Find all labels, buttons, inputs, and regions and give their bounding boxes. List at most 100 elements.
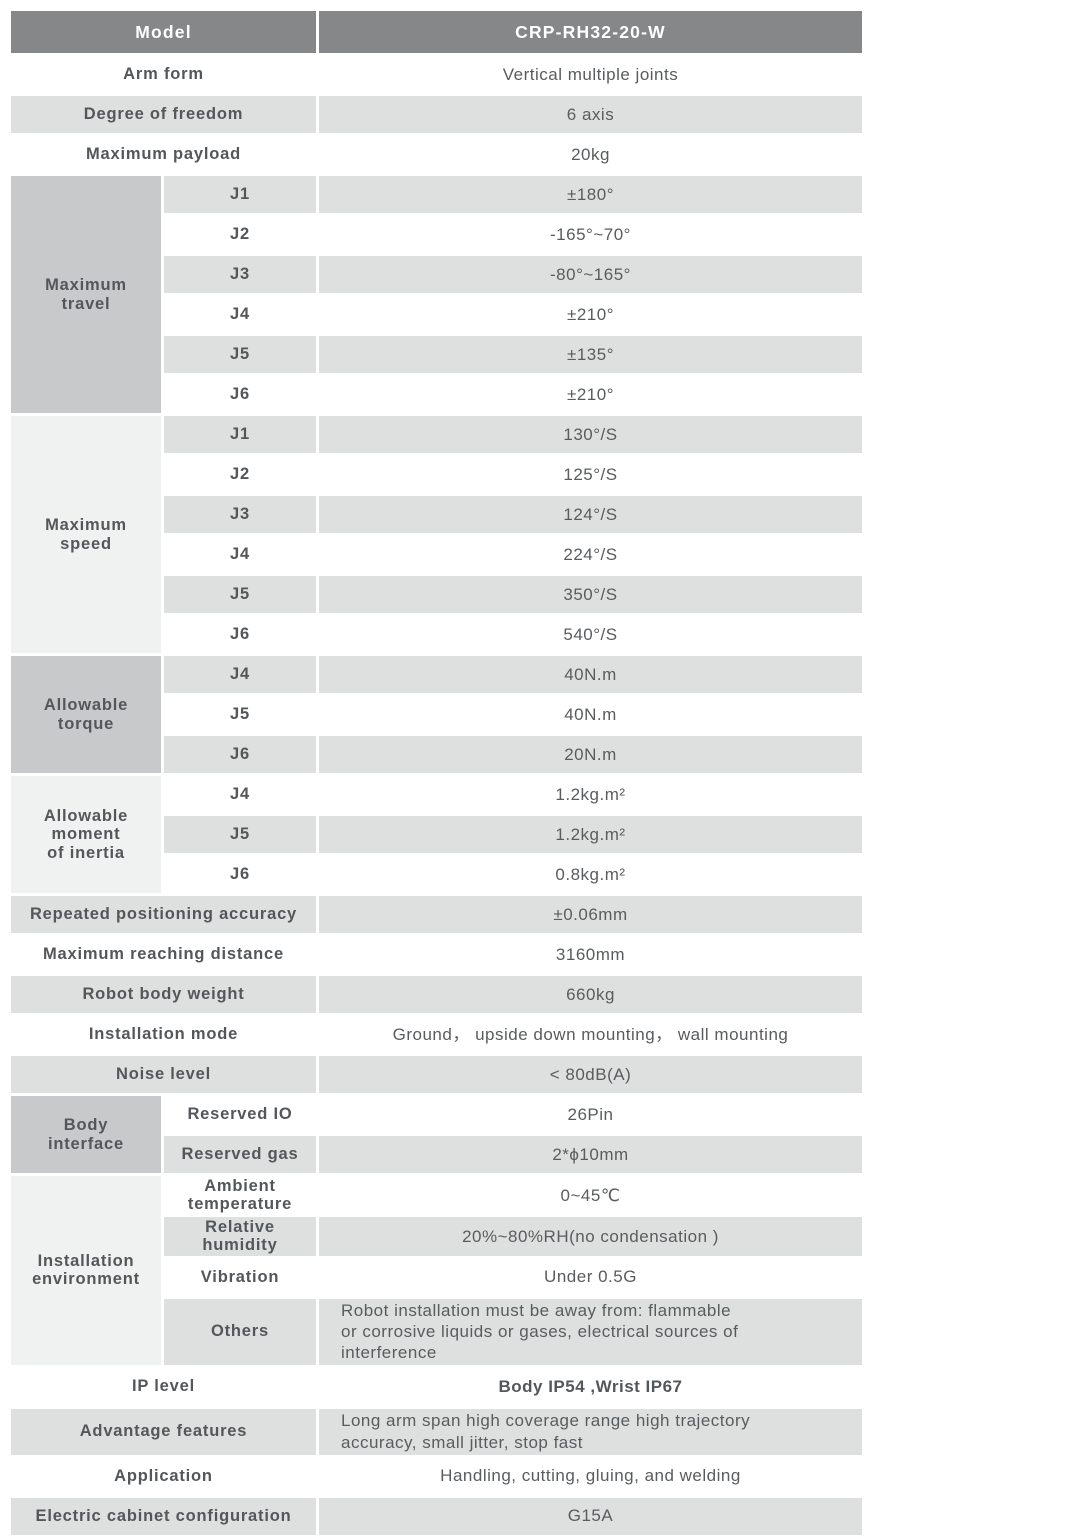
torque-row-j6: J6 20N.m (11, 736, 862, 773)
speed-row-j2: J2 125°/S (11, 456, 862, 493)
group-label-maximum-speed: Maximum speed (11, 416, 161, 653)
inertia-row-j5: J5 1.2kg.m² (11, 816, 862, 853)
travel-row-j4: J4 ±210° (11, 296, 862, 333)
joint-label: J1 (164, 416, 316, 453)
table-header-row: Model CRP-RH32-20-W (11, 11, 862, 53)
sub-label: Vibration (164, 1258, 316, 1296)
row-label: Advantage features (11, 1408, 316, 1455)
joint-value: ±210° (319, 376, 862, 413)
environment-row-others: Others Robot installation must be away f… (11, 1298, 862, 1365)
sub-label: Ambient temperature (164, 1176, 316, 1215)
joint-label: J4 (164, 656, 316, 693)
joint-label: J5 (164, 816, 316, 853)
joint-value: ±210° (319, 296, 862, 333)
travel-row-j6: J6 ±210° (11, 376, 862, 413)
joint-label: J4 (164, 536, 316, 573)
row-label: Repeated positioning accuracy (11, 896, 316, 933)
row-value: < 80dB(A) (319, 1056, 862, 1093)
row-label: Robot body weight (11, 976, 316, 1013)
joint-value: 540°/S (319, 616, 862, 653)
sub-value: Under 0.5G (319, 1258, 862, 1296)
joint-label: J2 (164, 216, 316, 253)
joint-label: J4 (164, 296, 316, 333)
row-value: ±0.06mm (319, 896, 862, 933)
row-label: Degree of freedom (11, 96, 316, 133)
joint-value: 130°/S (319, 416, 862, 453)
joint-label: J5 (164, 696, 316, 733)
row-value: 3160mm (319, 936, 862, 973)
sub-value: Robot installation must be away from: fl… (319, 1298, 862, 1365)
spec-row-maximum-reaching-distance: Maximum reaching distance 3160mm (11, 936, 862, 973)
row-value: Ground， upside down mounting， wall mount… (319, 1016, 862, 1053)
sub-label: Reserved IO (164, 1096, 316, 1133)
travel-row-j5: J5 ±135° (11, 336, 862, 373)
joint-value: 124°/S (319, 496, 862, 533)
joint-value: 20N.m (319, 736, 862, 773)
group-label-installation-environment: Installation environment (11, 1176, 161, 1365)
speed-row-j5: J5 350°/S (11, 576, 862, 613)
spec-row-noise-level: Noise level < 80dB(A) (11, 1056, 862, 1093)
joint-label: J6 (164, 376, 316, 413)
row-label: Maximum payload (11, 136, 316, 173)
row-label: Electric cabinet configuration (11, 1497, 316, 1535)
joint-label: J5 (164, 336, 316, 373)
sub-label: Relative humidity (164, 1217, 316, 1256)
joint-label: J4 (164, 776, 316, 813)
spec-row-application: Application Handling, cutting, gluing, a… (11, 1457, 862, 1495)
group-label-allowable-torque: Allowable torque (11, 656, 161, 773)
joint-value: 40N.m (319, 696, 862, 733)
joint-label: J3 (164, 256, 316, 293)
travel-row-j3: J3 -80°~165° (11, 256, 862, 293)
group-label-body-interface: Body interface (11, 1096, 161, 1173)
row-label: Installation mode (11, 1016, 316, 1053)
row-value: Long arm span high coverage range high t… (319, 1408, 862, 1455)
environment-row-vibration: Vibration Under 0.5G (11, 1258, 862, 1296)
spec-row-arm-form: Arm form Vertical multiple joints (11, 56, 862, 93)
spec-row-repeated-positioning-accuracy: Repeated positioning accuracy ±0.06mm (11, 896, 862, 933)
torque-row-j5: J5 40N.m (11, 696, 862, 733)
joint-value: 125°/S (319, 456, 862, 493)
spec-row-robot-body-weight: Robot body weight 660kg (11, 976, 862, 1013)
joint-label: J6 (164, 856, 316, 893)
joint-value: 0.8kg.m² (319, 856, 862, 893)
joint-label: J6 (164, 616, 316, 653)
row-label: Maximum reaching distance (11, 936, 316, 973)
row-value: G15A (319, 1497, 862, 1535)
joint-value: 1.2kg.m² (319, 816, 862, 853)
joint-value: 350°/S (319, 576, 862, 613)
joint-value: ±135° (319, 336, 862, 373)
speed-row-j4: J4 224°/S (11, 536, 862, 573)
row-label: Arm form (11, 56, 316, 93)
interface-row-reserved-io: Body interface Reserved IO 26Pin (11, 1096, 862, 1173)
spec-row-ip-level: IP level Body IP54 ,Wrist IP67 (11, 1367, 862, 1406)
inertia-row-j6: J6 0.8kg.m² (11, 856, 862, 893)
joint-value: 1.2kg.m² (319, 776, 862, 813)
row-label: Noise level (11, 1056, 316, 1093)
row-label: Application (11, 1457, 316, 1495)
spec-row-electric-cabinet-configuration: Electric cabinet configuration G15A (11, 1497, 862, 1535)
environment-row-ambient-temperature: Installation environment Ambient tempera… (11, 1176, 862, 1365)
joint-value: ±180° (319, 176, 862, 213)
joint-value: -80°~165° (319, 256, 862, 293)
model-header-value: CRP-RH32-20-W (319, 11, 862, 53)
row-value: 660kg (319, 976, 862, 1013)
sub-value: 0~45℃ (319, 1176, 862, 1215)
environment-row-relative-humidity: Relative humidity 20%~80%RH(no condensat… (11, 1217, 862, 1256)
spec-row-installation-mode: Installation mode Ground， upside down mo… (11, 1016, 862, 1053)
sub-label: Others (164, 1298, 316, 1365)
joint-label: J2 (164, 456, 316, 493)
row-label: IP level (11, 1367, 316, 1406)
travel-row-j2: J2 -165°~70° (11, 216, 862, 253)
row-value: 20kg (319, 136, 862, 173)
joint-label: J6 (164, 736, 316, 773)
spec-row-maximum-payload: Maximum payload 20kg (11, 136, 862, 173)
speed-row-j3: J3 124°/S (11, 496, 862, 533)
joint-label: J1 (164, 176, 316, 213)
sub-label: Reserved gas (164, 1136, 316, 1173)
joint-label: J5 (164, 576, 316, 613)
robot-spec-table: Model CRP-RH32-20-W Arm form Vertical mu… (8, 8, 865, 1538)
row-value: Vertical multiple joints (319, 56, 862, 93)
speed-row-j1: Maximum speed J1 130°/S (11, 416, 862, 653)
interface-row-reserved-gas: Reserved gas 2*ϕ10mm (11, 1136, 862, 1173)
speed-row-j6: J6 540°/S (11, 616, 862, 653)
